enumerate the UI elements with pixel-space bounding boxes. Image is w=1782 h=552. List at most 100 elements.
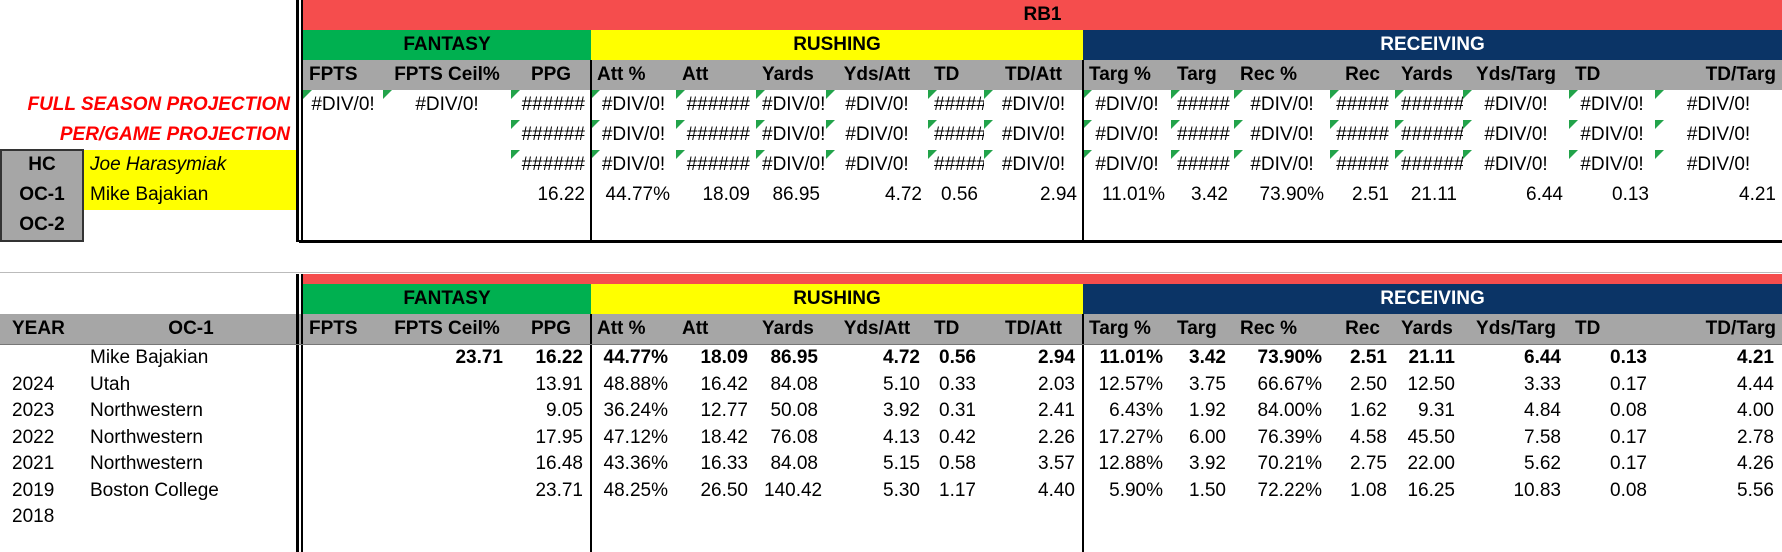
projection-cell: ###### [1395,150,1463,180]
column-header-8: TD/Att [1005,64,1062,85]
projection-cell: ##### [1171,120,1234,150]
history-cell: 7.58 [1524,426,1561,448]
projection-cell: 11.01% [1101,184,1165,205]
projection-cell: ###### [676,150,756,180]
error-flag-icon [1171,150,1180,159]
row-team: Utah [90,373,131,395]
history-cell: 2.78 [1737,426,1774,448]
history-cell: 16.42 [700,373,748,395]
top-fantasy-rushing-divider [590,60,592,242]
projection-cell: ###### [676,90,756,120]
row-team: Boston College [90,479,219,501]
row-year: 2024 [12,373,55,395]
projection-cell: #DIV/0! [591,90,676,120]
error-flag-icon [1569,120,1578,129]
projection-cell: #DIV/0! [591,150,676,180]
projection-cell: #DIV/0! [1234,90,1330,120]
error-flag-icon [1569,90,1578,99]
projection-cell: 2.51 [1352,184,1389,205]
history-cell: 4.40 [1038,479,1075,501]
history-cell: 3.33 [1524,373,1561,395]
column-header-6: Yds/Att [843,64,911,85]
history-cell: 11.01% [1099,347,1163,368]
history-cell: 5.30 [883,479,920,501]
projection-cell: #DIV/0! [826,90,928,120]
projection-cell: 44.77% [605,184,670,205]
error-flag-icon [1234,120,1243,129]
column-header-0: FPTS [309,64,358,85]
projection-cell: 73.90% [1259,184,1324,205]
projection-cell: #DIV/0! [591,120,676,150]
history-cell: 16.25 [1407,479,1455,501]
projection-cell: ##### [1330,90,1395,120]
history-cell: 16.22 [535,347,583,368]
history-cell: 2.94 [1038,347,1075,368]
projection-cell: #DIV/0! [826,120,928,150]
history-cell: 4.21 [1737,347,1774,368]
error-flag-icon [1330,90,1339,99]
history-cell: 26.50 [700,479,748,501]
history-cell: 5.62 [1524,453,1561,474]
projection-cell: 0.56 [941,184,978,205]
history-cell: 12.50 [1407,373,1455,395]
bottom-fantasy-rushing-divider [590,314,592,552]
fantasy-section-header: FANTASY [303,30,591,60]
history-cell: 84.08 [770,373,818,395]
history-cell: 76.39% [1257,426,1322,448]
history-cell: 3.92 [1189,453,1226,474]
error-flag-icon [676,120,685,129]
coach-role-box-border [0,149,84,242]
column-header-2: PPG [530,318,572,339]
error-flag-icon [1083,90,1092,99]
full-season-projection-label: FULL SEASON PROJECTION [27,94,290,115]
top-table-bottom-border [299,240,1782,243]
error-flag-icon [591,90,600,99]
history-cell: 0.17 [1610,453,1647,474]
bottom-receiving-section-header: RECEIVING [1083,284,1782,314]
error-flag-icon [826,90,835,99]
projection-cell: ###### [511,90,591,120]
history-cell: 9.05 [546,400,583,421]
oc1-role: OC-1 [2,180,82,210]
column-header-15: TD [1575,318,1601,339]
row-year [12,345,82,371]
column-header-4: Att [682,64,709,85]
error-flag-icon [303,90,312,99]
column-header-9: Targ % [1089,318,1151,339]
position-title: RB1 [1023,4,1062,25]
history-cell: 86.95 [770,347,818,368]
column-header-0: FPTS [309,318,358,339]
history-cell: 84.08 [770,453,818,474]
history-cell: 47.12% [603,426,668,448]
history-cell: 44.77% [603,347,668,368]
bottom-rushing-section-header: RUSHING [591,284,1083,314]
projection-cell: ##### [1171,90,1234,120]
column-header-11: Rec % [1240,318,1298,339]
history-cell: 76.08 [770,426,818,448]
history-cell: 4.44 [1737,373,1774,395]
column-header-13: Yards [1401,64,1453,85]
history-cell: 4.84 [1524,400,1561,421]
projection-cell: #DIV/0! [1655,150,1782,180]
bottom-rushing-receiving-divider [1082,314,1084,552]
hc-role: HC [2,150,82,180]
history-cell: 13.91 [535,373,583,395]
column-header-6: Yds/Att [843,318,911,339]
history-cell: 2.75 [1350,453,1387,474]
history-cell: 18.42 [700,426,748,448]
history-cell: 5.15 [883,453,920,474]
history-cell: 21.11 [1408,347,1456,368]
error-flag-icon [1083,150,1092,159]
projection-cell: ##### [928,90,984,120]
history-cell: 0.56 [939,347,976,368]
column-header-3: Att % [597,64,646,85]
history-cell: 0.42 [939,426,976,448]
projection-cell: ##### [1330,120,1395,150]
error-flag-icon [1569,150,1578,159]
history-cell: 0.31 [939,400,976,421]
error-flag-icon [591,120,600,129]
error-flag-icon [1463,120,1472,129]
error-flag-icon [928,150,937,159]
error-flag-icon [1330,120,1339,129]
error-flag-icon [826,150,835,159]
